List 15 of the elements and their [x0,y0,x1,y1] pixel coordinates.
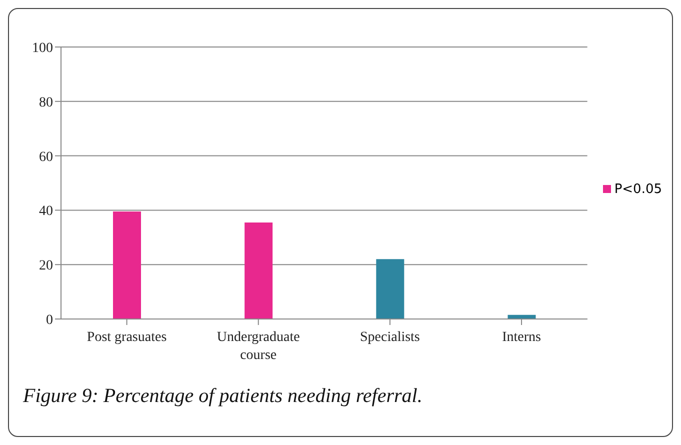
y-tick-label: 100 [32,40,53,56]
legend-label: P<0.05 [613,182,662,196]
bar [376,259,404,319]
x-tick-label: Specialists [360,330,420,345]
x-tick-label: Undergraduate course [216,330,300,363]
bar [244,222,273,319]
caption: Figure 9: Percentage of patients needing referral. [23,385,422,408]
y-tick-label: 20 [39,258,53,274]
x-tick-label: Post grasuates [86,330,167,345]
y-tick-label: 0 [46,312,53,328]
x-tick-label: Interns [502,330,541,345]
y-tick-label: 40 [39,204,53,220]
y-tick-label: 60 [39,150,53,165]
bar [113,212,141,319]
y-tick-label: 80 [39,95,53,110]
